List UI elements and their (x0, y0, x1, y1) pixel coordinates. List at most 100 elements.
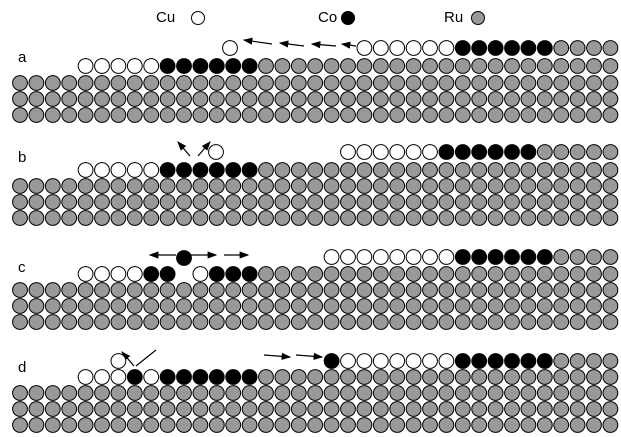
atom (537, 370, 552, 385)
atom (472, 370, 487, 385)
atom (537, 402, 552, 417)
atom (324, 163, 339, 178)
atom (537, 195, 552, 210)
atom (488, 76, 503, 91)
atom (95, 163, 110, 178)
atom (242, 108, 257, 123)
atom (406, 418, 421, 433)
atom (505, 163, 520, 178)
atom (455, 92, 470, 107)
atom (341, 195, 356, 210)
atom (242, 283, 257, 298)
atom (439, 179, 454, 194)
atom (373, 41, 388, 56)
atom (13, 402, 28, 417)
atom (505, 402, 520, 417)
atom (95, 283, 110, 298)
atom (357, 283, 372, 298)
atom (423, 59, 438, 74)
atom (587, 41, 602, 56)
atom (603, 163, 618, 178)
atom (439, 386, 454, 401)
atom (537, 250, 552, 265)
atom (160, 108, 175, 123)
atom (406, 92, 421, 107)
atom (324, 195, 339, 210)
atom (193, 163, 208, 178)
atom (226, 76, 241, 91)
atom (177, 92, 192, 107)
atom (275, 59, 290, 74)
atom (537, 354, 552, 369)
atom (160, 163, 175, 178)
atom (45, 108, 60, 123)
atom (357, 250, 372, 265)
atom (45, 283, 60, 298)
atom (308, 108, 323, 123)
atom (291, 92, 306, 107)
atom (341, 386, 356, 401)
atom (390, 402, 405, 417)
atom (439, 59, 454, 74)
atom (603, 354, 618, 369)
atom (226, 195, 241, 210)
atom (488, 41, 503, 56)
atom (308, 211, 323, 226)
atom (209, 211, 224, 226)
atom (341, 250, 356, 265)
atom (455, 145, 470, 160)
atom (406, 283, 421, 298)
atom (275, 195, 290, 210)
atom (472, 41, 487, 56)
atom (554, 41, 569, 56)
atom (521, 418, 536, 433)
atom (554, 354, 569, 369)
atom (406, 386, 421, 401)
atom (505, 179, 520, 194)
atom (275, 179, 290, 194)
atom (505, 76, 520, 91)
atom (341, 315, 356, 330)
atom (177, 251, 192, 266)
atom (505, 92, 520, 107)
atom (537, 315, 552, 330)
atom (406, 402, 421, 417)
atom (603, 108, 618, 123)
atom (505, 41, 520, 56)
atom (62, 76, 77, 91)
atom (488, 250, 503, 265)
atom (324, 283, 339, 298)
atom (423, 250, 438, 265)
atom (603, 299, 618, 314)
atom (111, 92, 126, 107)
atom (275, 418, 290, 433)
atom (455, 59, 470, 74)
atom (472, 315, 487, 330)
atom (587, 386, 602, 401)
atom (111, 59, 126, 74)
atom (291, 315, 306, 330)
atom (587, 354, 602, 369)
atom (373, 354, 388, 369)
atom (324, 370, 339, 385)
atom (603, 41, 618, 56)
atom (275, 386, 290, 401)
atom (488, 267, 503, 282)
atom (390, 418, 405, 433)
atom (226, 267, 241, 282)
atom (554, 108, 569, 123)
atom (341, 267, 356, 282)
atom (455, 211, 470, 226)
atom (144, 92, 159, 107)
atom (95, 370, 110, 385)
atom (259, 402, 274, 417)
atom (193, 76, 208, 91)
atom (521, 108, 536, 123)
atom (275, 76, 290, 91)
atom (160, 283, 175, 298)
atom (291, 299, 306, 314)
atom (29, 108, 44, 123)
atom (308, 402, 323, 417)
atom (554, 299, 569, 314)
atom (242, 179, 257, 194)
